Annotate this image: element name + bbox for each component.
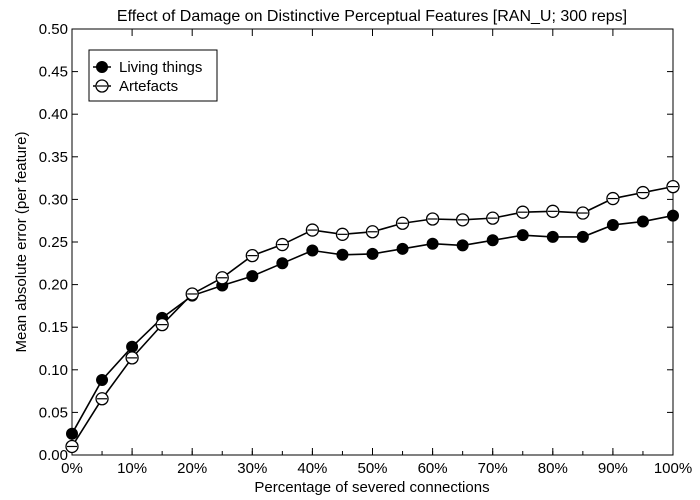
y-tick-label: 0.40 <box>39 106 68 123</box>
data-point <box>96 374 109 387</box>
x-tick-label: 10% <box>117 460 147 477</box>
data-point <box>66 427 78 440</box>
x-tick-label: 80% <box>538 460 568 477</box>
data-point <box>126 340 139 353</box>
chart-title: Effect of Damage on Distinctive Perceptu… <box>117 8 627 25</box>
data-point <box>576 230 589 243</box>
y-tick-label: 0.05 <box>39 404 68 421</box>
legend-box <box>88 49 218 102</box>
data-point <box>306 244 319 257</box>
data-point <box>636 215 649 228</box>
data-point <box>336 248 349 261</box>
data-point <box>546 230 559 243</box>
x-tick-label: 70% <box>478 460 508 477</box>
y-tick-label: 0.15 <box>39 319 68 336</box>
plot-area: 0.00 0.05 0.10 0.15 0.20 0.25 0.30 0.35 0.40 0.45… <box>39 21 692 477</box>
x-axis-title: Percentage of severed connections <box>254 479 489 496</box>
x-tick-label: 50% <box>357 460 387 477</box>
legend-item: Living things <box>93 59 202 76</box>
y-tick-label: 0.00 <box>39 447 68 464</box>
y-tick-label: 0.25 <box>39 234 68 251</box>
y-tick-label: 0.35 <box>39 149 68 166</box>
x-tick-label: 30% <box>237 460 267 477</box>
legend-label: Artefacts <box>119 78 178 95</box>
data-point <box>366 247 379 260</box>
y-tick-label: 0.10 <box>39 362 68 379</box>
x-tick-label: 60% <box>418 460 448 477</box>
y-tick-label: 0.30 <box>39 191 68 208</box>
data-point <box>276 257 289 270</box>
x-tick-label: 100% <box>654 460 692 477</box>
x-tick-label: 90% <box>598 460 628 477</box>
legend-marker <box>96 61 108 73</box>
data-point <box>426 237 439 250</box>
data-point <box>246 270 259 283</box>
x-tick-label: 40% <box>297 460 327 477</box>
legend-label: Living things <box>119 59 202 76</box>
y-tick-label: 0.45 <box>39 64 68 81</box>
y-axis-title: Mean absolute error (per feature) <box>13 132 30 353</box>
data-point <box>667 209 679 222</box>
x-tick-label: 0% <box>61 460 83 477</box>
legend-item: Artefacts <box>93 78 178 95</box>
y-tick-label: 0.50 <box>39 21 68 38</box>
data-point <box>456 239 469 252</box>
series-artefacts <box>65 179 680 454</box>
data-point <box>396 242 409 255</box>
y-tick-label: 0.20 <box>39 277 68 294</box>
legend: Living things Artefacts <box>88 49 218 102</box>
data-point <box>606 218 619 231</box>
data-point <box>516 229 529 242</box>
data-point <box>486 234 499 247</box>
x-tick-label: 20% <box>177 460 207 477</box>
